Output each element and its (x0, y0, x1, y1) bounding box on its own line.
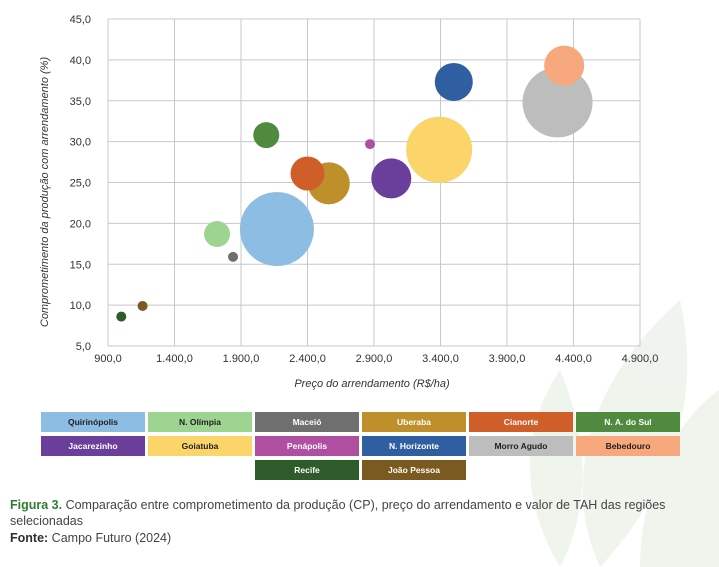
bubble-Quirinópolis (239, 192, 314, 267)
legend-item: Penápolis (255, 436, 359, 456)
legend-label: Jacarezinho (68, 441, 117, 451)
y-tick-label: 15,0 (70, 259, 91, 271)
x-tick-label: 2.900,0 (356, 353, 393, 365)
bubble-N. Horizonte (434, 62, 473, 101)
legend-item: Quirinópolis (41, 412, 145, 432)
legend-swatch (469, 436, 573, 456)
legend-item: João Pessoa (362, 460, 466, 480)
legend: Quirinópolis N. Olímpia Maceió Uberaba Ciano… (41, 412, 680, 480)
legend-swatch (255, 412, 359, 432)
legend-swatch (362, 436, 466, 456)
legend-label: N. A. do Sul (604, 417, 651, 427)
source-label: Fonte: (10, 531, 49, 545)
y-tick-label: 35,0 (70, 96, 91, 108)
legend-item: Bebedouro (576, 436, 680, 456)
figure-source: Fonte: Campo Futuro (2024) (10, 531, 171, 545)
y-tick-label: 25,0 (70, 178, 91, 190)
figure-caption: Figura 3. Comparação entre comprometimen… (10, 497, 710, 529)
bubble-Recife (116, 311, 127, 322)
y-tick-label: 20,0 (70, 218, 91, 230)
y-tick-label: 40,0 (70, 55, 91, 67)
legend-label: Penápolis (287, 441, 327, 451)
x-tick-label: 1.900,0 (223, 353, 260, 365)
legend-item: Jacarezinho (41, 436, 145, 456)
x-tick-label: 4.900,0 (622, 353, 659, 365)
legend-label: Uberaba (397, 417, 431, 427)
legend-swatch (41, 412, 145, 432)
legend-label: Quirinópolis (68, 417, 118, 427)
legend-swatch (148, 436, 252, 456)
bubble-Goiatuba (406, 116, 473, 183)
bubbles (116, 45, 593, 322)
legend-swatch (576, 436, 680, 456)
bubble-chart: 5,0 10,0 15,0 20,0 25,0 30,0 35,0 40,0 45,0 900,0… (39, 14, 680, 480)
x-tick-label: 3.900,0 (489, 353, 526, 365)
legend-swatch (469, 412, 573, 432)
bubble-Bebedouro (544, 45, 585, 86)
legend-item: N. Horizonte (362, 436, 466, 456)
legend-item: Morro Agudo (469, 436, 573, 456)
bubble-Morro Agudo (522, 67, 593, 138)
legend-swatch (362, 412, 466, 432)
legend-item: Goiatuba (148, 436, 252, 456)
bubble-N. A. do Sul (253, 122, 280, 149)
legend-label: Recife (294, 465, 320, 475)
legend-item: Cianorte (469, 412, 573, 432)
y-axis-title: Comprometimento da produção com arrendam… (39, 57, 51, 328)
legend-label: N. Horizonte (389, 441, 439, 451)
caption-text: Comparação entre comprometimento da prod… (10, 498, 666, 528)
legend-swatch (362, 460, 466, 480)
legend-swatch (148, 412, 252, 432)
x-tick-label: 900,0 (94, 353, 122, 365)
y-tick-label: 30,0 (70, 137, 91, 149)
x-tick-label: 4.400,0 (555, 353, 592, 365)
x-axis-title: Preço do arrendamento (R$/ha) (294, 378, 450, 390)
legend-label: Maceió (293, 417, 322, 427)
legend-label: N. Olímpia (179, 417, 221, 427)
bubble-Cianorte (290, 156, 325, 191)
legend-swatch (576, 412, 680, 432)
legend-label: Bebedouro (606, 441, 651, 451)
legend-label: Morro Agudo (494, 441, 547, 451)
bubble-N. Olímpia (204, 221, 231, 248)
x-tick-label: 1.400,0 (156, 353, 193, 365)
bubble-Jacarezinho (371, 158, 412, 199)
legend-label: João Pessoa (388, 465, 440, 475)
bubble-João Pessoa (137, 300, 148, 311)
legend-item: N. Olímpia (148, 412, 252, 432)
bubble-Maceió (228, 251, 239, 262)
legend-swatch (255, 436, 359, 456)
y-tick-label: 5,0 (76, 341, 91, 353)
legend-item: Uberaba (362, 412, 466, 432)
legend-swatch (255, 460, 359, 480)
y-tick-label: 10,0 (70, 300, 91, 312)
legend-label: Cianorte (504, 417, 539, 427)
x-tick-label: 2.400,0 (289, 353, 326, 365)
y-tick-label: 45,0 (70, 14, 91, 26)
legend-item: Maceió (255, 412, 359, 432)
legend-item: N. A. do Sul (576, 412, 680, 432)
legend-swatch (41, 436, 145, 456)
axis-ticks: 5,0 10,0 15,0 20,0 25,0 30,0 35,0 40,0 45,0 900,0… (70, 14, 659, 365)
figure-label: Figura 3. (10, 498, 63, 512)
source-text: Campo Futuro (2024) (51, 531, 172, 545)
legend-label: Goiatuba (182, 441, 219, 451)
legend-item: Recife (255, 460, 359, 480)
bubble-Penápolis (365, 139, 376, 150)
x-tick-label: 3.400,0 (422, 353, 459, 365)
